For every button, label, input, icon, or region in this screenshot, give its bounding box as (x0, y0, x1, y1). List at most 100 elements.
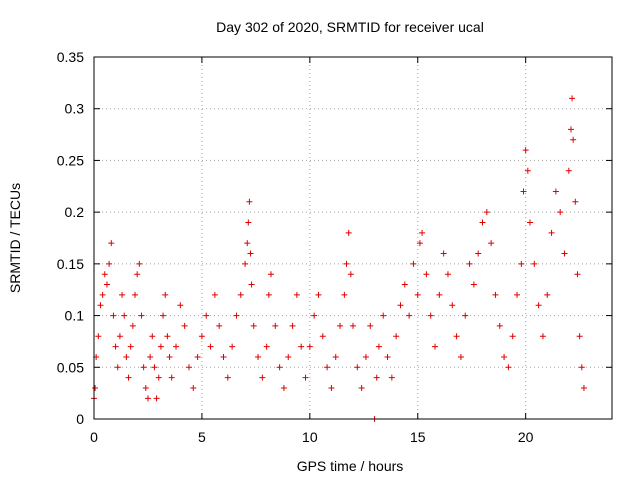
data-point (155, 374, 162, 381)
data-point (367, 322, 374, 329)
data-point (101, 271, 108, 278)
data-point (362, 353, 369, 360)
data-point (211, 291, 218, 298)
data-point (526, 219, 533, 226)
y-tick-label: 0.3 (65, 101, 85, 117)
data-point (181, 322, 188, 329)
data-point (92, 384, 99, 391)
grid-lines (94, 57, 612, 419)
y-tick-label: 0.1 (65, 308, 85, 324)
data-point (108, 240, 115, 247)
data-point (276, 364, 283, 371)
data-point (194, 353, 201, 360)
data-point (119, 291, 126, 298)
data-point (505, 364, 512, 371)
data-point (302, 374, 309, 381)
data-point (453, 333, 460, 340)
chart-title: Day 302 of 2020, SRMTID for receiver uca… (216, 19, 484, 35)
data-point (470, 281, 477, 288)
data-point (436, 291, 443, 298)
y-tick-label: 0.35 (57, 49, 84, 65)
data-point (388, 374, 395, 381)
data-point (432, 343, 439, 350)
data-point (103, 281, 110, 288)
data-point (116, 333, 123, 340)
data-point (136, 260, 143, 267)
data-point (125, 374, 132, 381)
data-point (259, 374, 266, 381)
data-point (110, 312, 117, 319)
data-point (440, 250, 447, 257)
data-point (423, 271, 430, 278)
data-point (207, 343, 214, 350)
data-point (306, 343, 313, 350)
data-point (548, 229, 555, 236)
data-point (144, 395, 151, 402)
data-point (319, 333, 326, 340)
x-tick-label: 0 (90, 429, 98, 445)
data-point (147, 353, 154, 360)
axis-ticks: 0 0.05 0.1 0.15 0.2 0.25 0.3 0.35 0 5 10 15 20 (57, 49, 612, 445)
data-point (397, 302, 404, 309)
x-tick-label: 20 (518, 429, 534, 445)
data-point (492, 291, 499, 298)
data-point (160, 312, 167, 319)
data-point (462, 312, 469, 319)
y-tick-label: 0.15 (57, 256, 84, 272)
data-point (177, 302, 184, 309)
data-point (315, 291, 322, 298)
data-point (298, 343, 305, 350)
data-point (185, 364, 192, 371)
data-point (245, 219, 252, 226)
data-point (324, 364, 331, 371)
data-point (250, 322, 257, 329)
data-point (216, 322, 223, 329)
data-point (280, 384, 287, 391)
data-point (518, 260, 525, 267)
data-point (203, 312, 210, 319)
plot-frame (93, 56, 613, 420)
data-point (373, 374, 380, 381)
data-point (151, 364, 158, 371)
data-point (479, 219, 486, 226)
data-point (375, 343, 382, 350)
data-point (457, 353, 464, 360)
data-point (466, 260, 473, 267)
data-point (289, 322, 296, 329)
data-point (153, 395, 160, 402)
data-point (97, 302, 104, 309)
data-point (570, 136, 577, 143)
data-point (267, 271, 274, 278)
data-point (565, 167, 572, 174)
x-tick-label: 15 (410, 429, 426, 445)
data-point (419, 229, 426, 236)
data-point (514, 291, 521, 298)
data-point (132, 291, 139, 298)
data-point (95, 333, 102, 340)
data-point (567, 126, 574, 133)
data-point (483, 209, 490, 216)
data-point (99, 291, 106, 298)
data-point (572, 198, 579, 205)
data-point (157, 343, 164, 350)
data-point (332, 353, 339, 360)
data-point (520, 188, 527, 195)
data-point (248, 281, 255, 288)
data-point (449, 302, 456, 309)
data-point (173, 343, 180, 350)
data-point (347, 271, 354, 278)
data-point (233, 312, 240, 319)
data-point (414, 291, 421, 298)
data-point (557, 209, 564, 216)
data-point (475, 250, 482, 257)
data-point (354, 364, 361, 371)
x-tick-label: 5 (198, 429, 206, 445)
data-point (552, 188, 559, 195)
data-point (535, 302, 542, 309)
data-point (114, 364, 121, 371)
data-point (509, 333, 516, 340)
data-point (220, 353, 227, 360)
data-point (410, 260, 417, 267)
data-point (522, 147, 529, 154)
